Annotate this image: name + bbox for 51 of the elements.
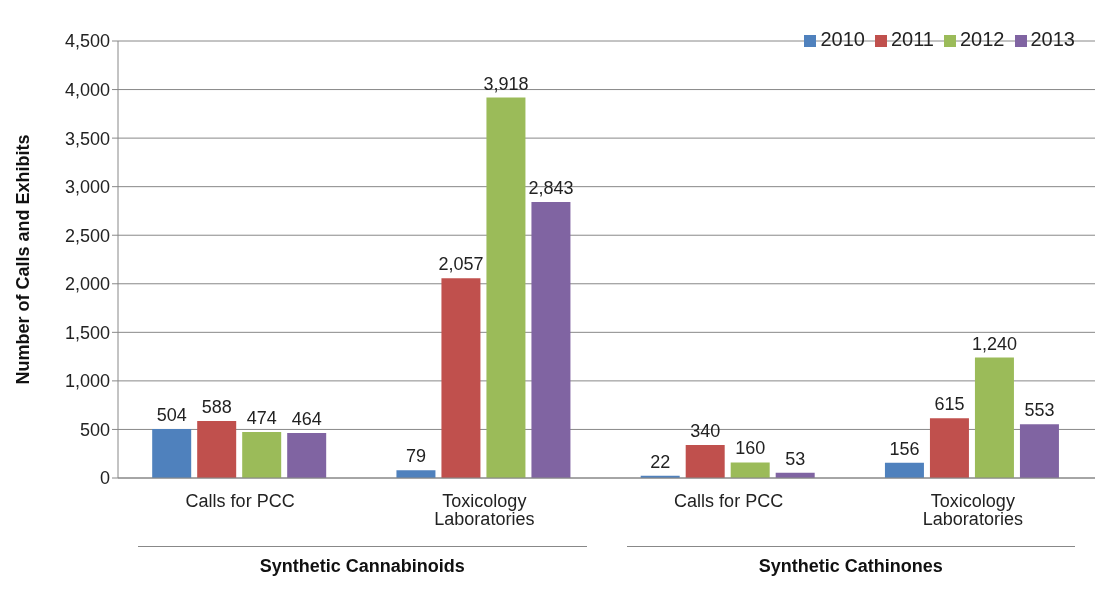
data-label: 22 (650, 451, 671, 472)
y-tick-label: 2,500 (64, 225, 110, 246)
bar (197, 420, 237, 478)
data-label: 2,843 (528, 177, 574, 198)
bar (152, 429, 192, 478)
y-tick-label: 3,500 (64, 128, 110, 149)
bar (242, 431, 282, 478)
bar (531, 201, 571, 478)
y-tick-label: 4,500 (64, 31, 110, 52)
bar (396, 470, 436, 478)
data-label: 588 (201, 396, 232, 417)
data-label: 156 (889, 438, 920, 459)
legend-label: 2010 (820, 28, 865, 50)
legend-label: 2012 (960, 28, 1005, 50)
bar (441, 278, 481, 478)
data-label: 340 (690, 420, 721, 441)
y-tick-label: 4,000 (64, 79, 110, 100)
bar (884, 462, 924, 478)
data-label: 1,240 (971, 333, 1017, 354)
data-label: 615 (934, 394, 965, 415)
data-label: 79 (405, 446, 426, 467)
text: Synthetic Cannabinoids (258, 556, 466, 577)
data-label: 160 (735, 438, 766, 459)
bar (685, 444, 725, 478)
legend-label: 2011 (890, 28, 934, 50)
bar (287, 432, 327, 478)
y-tick-label: 1,000 (64, 371, 110, 392)
y-axis-title: Number of Calls and Exhibits (13, 134, 34, 385)
bar (486, 97, 526, 478)
bar (730, 462, 770, 478)
y-tick-label: 500 (79, 419, 110, 440)
text: Synthetic Cathinones (757, 556, 944, 577)
x-tick-label: Toxicology Laboratories (922, 490, 1023, 529)
data-label: 53 (785, 448, 806, 469)
data-label: 504 (156, 405, 187, 426)
data-label: 2,057 (438, 254, 484, 275)
y-tick-label: 1,500 (64, 322, 110, 343)
bar (1019, 424, 1059, 478)
data-label: 464 (291, 408, 322, 429)
bar (974, 357, 1014, 478)
bar (929, 418, 969, 478)
x-tick-label: Calls for PCC (674, 490, 784, 511)
x-tick-label: Toxicology Laboratories (434, 490, 535, 529)
legend-label: 2013 (1030, 28, 1075, 50)
y-tick-label: 3,000 (64, 177, 110, 198)
x-tick-label: Calls for PCC (185, 490, 295, 511)
data-label: 474 (246, 407, 277, 428)
y-tick-label: 2,000 (64, 274, 110, 295)
y-tick-label: 0 (99, 468, 110, 489)
data-label: 3,918 (483, 73, 529, 94)
data-label: 553 (1024, 400, 1055, 421)
